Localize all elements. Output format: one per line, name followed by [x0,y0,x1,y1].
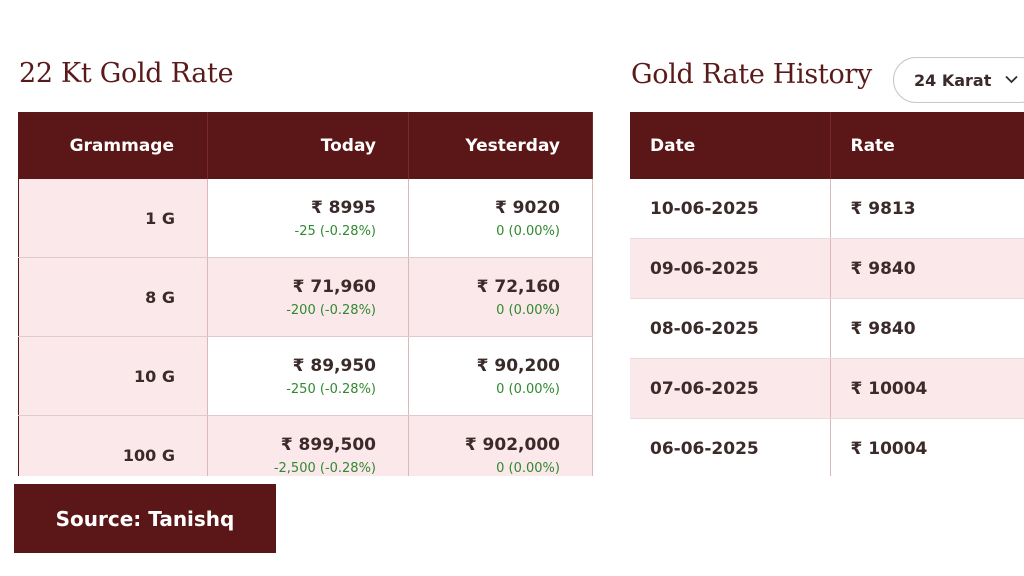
grammage-cell: 1 G [18,179,208,258]
yesterday-price: ₹ 902,000 [464,434,560,455]
yesterday-change: 0 (0.00%) [496,302,560,318]
today-price: ₹ 89,950 [292,355,376,376]
yesterday-cell: ₹ 9020 0 (0.00%) [408,179,593,258]
today-price: ₹ 899,500 [280,434,376,455]
history-table-container: Date Rate 10-06-2025 ₹ 9813 09-06-2025 ₹… [630,112,1024,476]
history-row: 10-06-2025 ₹ 9813 [630,179,1024,239]
history-row: 06-06-2025 ₹ 10004 [630,418,1024,476]
chevron-down-icon [1005,73,1019,88]
gold-rate-heading: 22 Kt Gold Rate [19,58,234,89]
history-rate: ₹ 9840 [830,298,1024,359]
history-date: 09-06-2025 [630,238,831,299]
yesterday-price: ₹ 9020 [494,197,560,218]
gold-rate-row: 100 G ₹ 899,500 -2,500 (-0.28%) ₹ 902,00… [18,415,593,476]
history-date: 10-06-2025 [630,179,831,239]
gold-rate-history-heading: Gold Rate History [631,59,872,90]
yesterday-price: ₹ 72,160 [476,276,560,297]
history-date: 06-06-2025 [630,418,831,476]
yesterday-change: 0 (0.00%) [496,381,560,397]
yesterday-change: 0 (0.00%) [496,223,560,239]
yesterday-cell: ₹ 902,000 0 (0.00%) [408,415,593,476]
yesterday-change: 0 (0.00%) [496,460,560,476]
yesterday-cell: ₹ 72,160 0 (0.00%) [408,257,593,337]
grammage-cell: 8 G [18,257,208,337]
history-rate: ₹ 10004 [830,418,1024,476]
history-date: 07-06-2025 [630,358,831,419]
gold-rate-table-container: Grammage Today Yesterday 1 G ₹ 8995 -25 … [18,112,593,476]
history-rate: ₹ 10004 [830,358,1024,419]
today-change: -250 (-0.28%) [286,381,376,397]
yesterday-price: ₹ 90,200 [476,355,560,376]
column-header-date: Date [630,112,831,179]
history-rate: ₹ 9813 [830,179,1024,239]
history-row: 07-06-2025 ₹ 10004 [630,358,1024,419]
today-price: ₹ 71,960 [292,276,376,297]
history-header-row: Date Rate [630,112,1024,179]
gold-rate-header-row: Grammage Today Yesterday [18,112,593,179]
gold-rate-row: 8 G ₹ 71,960 -200 (-0.28%) ₹ 72,160 0 (0… [18,257,593,337]
column-header-rate: Rate [830,112,1024,179]
gold-rate-table: Grammage Today Yesterday 1 G ₹ 8995 -25 … [18,112,593,476]
today-change: -25 (-0.28%) [294,223,377,239]
column-header-yesterday: Yesterday [408,112,593,179]
column-header-grammage: Grammage [18,112,208,179]
karat-select-dropdown[interactable]: 24 Karat [893,57,1024,103]
gold-rate-row: 10 G ₹ 89,950 -250 (-0.28%) ₹ 90,200 0 (… [18,336,593,416]
column-header-today: Today [207,112,409,179]
history-rate: ₹ 9840 [830,238,1024,299]
source-badge: Source: Tanishq [14,484,276,553]
yesterday-cell: ₹ 90,200 0 (0.00%) [408,336,593,416]
gold-rate-history-table: Date Rate 10-06-2025 ₹ 9813 09-06-2025 ₹… [630,112,1024,476]
today-cell: ₹ 71,960 -200 (-0.28%) [207,257,409,337]
grammage-cell: 10 G [18,336,208,416]
grammage-cell: 100 G [18,415,208,476]
history-date: 08-06-2025 [630,298,831,359]
gold-rate-row: 1 G ₹ 8995 -25 (-0.28%) ₹ 9020 0 (0.00%) [18,179,593,258]
today-cell: ₹ 8995 -25 (-0.28%) [207,179,409,258]
today-change: -2,500 (-0.28%) [273,460,376,476]
today-cell: ₹ 899,500 -2,500 (-0.28%) [207,415,409,476]
history-row: 08-06-2025 ₹ 9840 [630,298,1024,359]
history-row: 09-06-2025 ₹ 9840 [630,238,1024,299]
today-change: -200 (-0.28%) [286,302,376,318]
today-cell: ₹ 89,950 -250 (-0.28%) [207,336,409,416]
today-price: ₹ 8995 [310,197,376,218]
karat-select-value: 24 Karat [914,70,992,90]
